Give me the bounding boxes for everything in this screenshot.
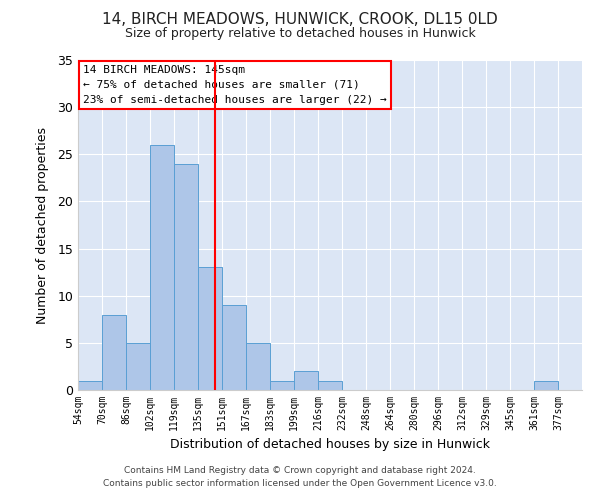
Bar	[222, 305, 246, 390]
Text: Size of property relative to detached houses in Hunwick: Size of property relative to detached ho…	[125, 28, 475, 40]
Bar	[102, 314, 126, 390]
Text: Contains HM Land Registry data © Crown copyright and database right 2024.
Contai: Contains HM Land Registry data © Crown c…	[103, 466, 497, 487]
Bar	[246, 343, 270, 390]
Y-axis label: Number of detached properties: Number of detached properties	[36, 126, 49, 324]
Bar	[270, 380, 294, 390]
Bar	[150, 145, 174, 390]
Bar	[318, 380, 342, 390]
Bar	[126, 343, 150, 390]
Bar	[198, 268, 222, 390]
Bar	[534, 380, 558, 390]
Bar	[294, 371, 318, 390]
Bar	[78, 380, 102, 390]
Text: 14 BIRCH MEADOWS: 145sqm
← 75% of detached houses are smaller (71)
23% of semi-d: 14 BIRCH MEADOWS: 145sqm ← 75% of detach…	[83, 65, 387, 104]
Bar	[174, 164, 198, 390]
Text: 14, BIRCH MEADOWS, HUNWICK, CROOK, DL15 0LD: 14, BIRCH MEADOWS, HUNWICK, CROOK, DL15 …	[102, 12, 498, 28]
X-axis label: Distribution of detached houses by size in Hunwick: Distribution of detached houses by size …	[170, 438, 490, 452]
